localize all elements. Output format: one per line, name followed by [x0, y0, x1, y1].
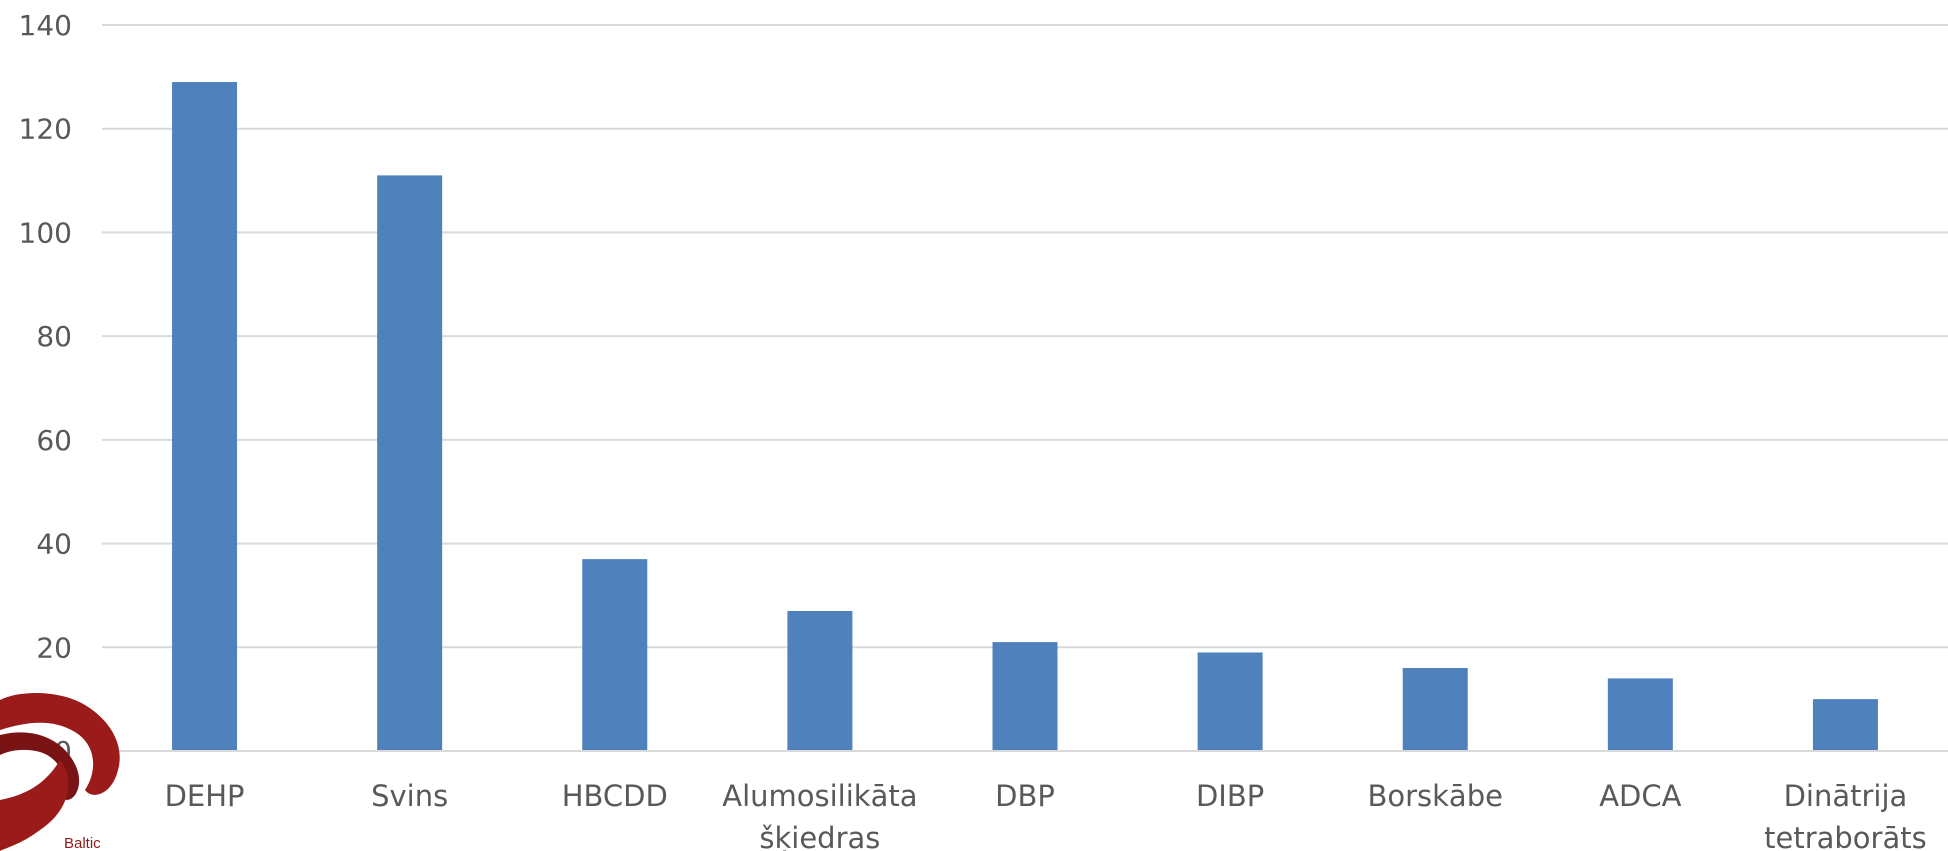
x-tick-label: Dinātrija [1784, 779, 1908, 813]
x-tick-label: šķiedras [759, 821, 880, 851]
y-axis-ticks: 020406080100120140 [19, 9, 72, 768]
bar [992, 642, 1058, 751]
bar [1197, 652, 1263, 751]
bars [172, 82, 1878, 752]
x-tick-label: DEHP [165, 779, 245, 813]
bar [582, 559, 648, 751]
x-tick-label: Borskābe [1367, 779, 1502, 813]
x-tick-label: ADCA [1599, 779, 1681, 813]
y-tick-label: 80 [36, 320, 72, 353]
baltic-logo: Baltic [0, 693, 120, 851]
bar [787, 610, 853, 751]
bar [1812, 699, 1878, 751]
bar [1402, 668, 1468, 751]
y-tick-label: 100 [19, 216, 72, 249]
y-tick-label: 120 [19, 113, 72, 146]
x-tick-label: HBCDD [562, 779, 668, 813]
x-axis-labels: DEHP Svins HBCDD Alumosilikāta šķiedras DBP DI… [165, 779, 1927, 851]
logo-text: Baltic [64, 835, 101, 851]
x-tick-label: tetraborāts [1764, 821, 1927, 851]
x-tick-label: Alumosilikāta [722, 779, 917, 813]
y-tick-label: 20 [36, 631, 72, 664]
y-tick-label: 140 [19, 9, 72, 42]
bar [172, 82, 238, 752]
x-tick-label: DBP [995, 779, 1055, 813]
x-tick-label: DIBP [1196, 779, 1264, 813]
bar [1607, 678, 1673, 751]
y-tick-label: 40 [36, 528, 72, 561]
y-tick-label: 60 [36, 424, 72, 457]
bar [377, 175, 443, 751]
x-tick-label: Svins [371, 779, 448, 813]
